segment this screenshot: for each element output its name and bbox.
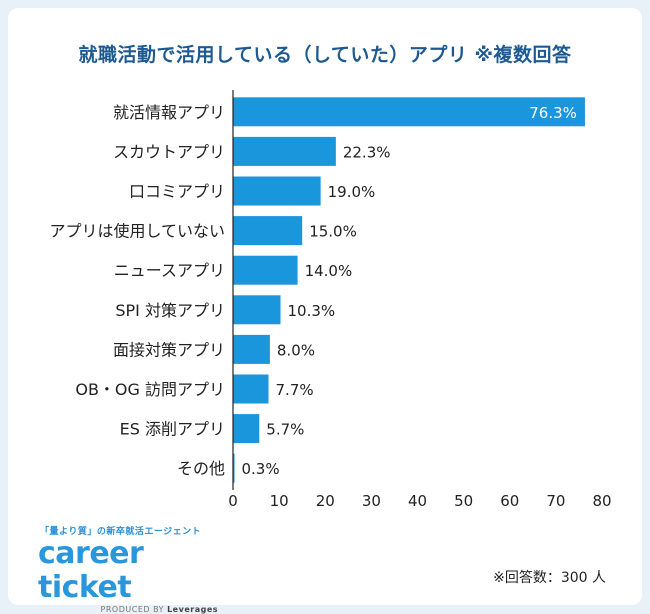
value-label: 10.3% [288, 302, 336, 320]
bar [233, 255, 298, 285]
value-label: 76.3% [529, 104, 577, 122]
bar [233, 453, 235, 483]
logo-produced-by: PRODUCED BY Leverages [38, 605, 218, 614]
category-label: 就活情報アプリ [113, 103, 225, 122]
career-ticket-logo: 「量より質」の新卒就活エージェント career ticket PRODUCED… [38, 524, 228, 614]
bar [233, 216, 303, 246]
chart-title: 就職活動で活用している（していた）アプリ ※複数回答 [78, 44, 572, 66]
x-tick-label: 0 [228, 492, 238, 510]
category-label: 口コミアプリ [129, 182, 225, 201]
logo-name: career ticket [38, 536, 144, 605]
x-tick-label: 80 [592, 492, 611, 510]
value-label: 22.3% [343, 143, 391, 161]
category-label: その他 [177, 459, 225, 478]
category-label: スカウトアプリ [113, 142, 225, 161]
bar [233, 374, 269, 404]
logo-produced-by-text: PRODUCED BY [100, 605, 165, 614]
x-tick-label: 40 [408, 492, 427, 510]
value-label: 19.0% [328, 183, 376, 201]
value-label: 14.0% [305, 262, 353, 280]
x-tick-label: 70 [546, 492, 565, 510]
bar [233, 295, 281, 325]
value-label: 7.7% [276, 381, 314, 399]
category-label: ES 添削アプリ [120, 420, 225, 439]
category-label: 面接対策アプリ [113, 340, 225, 359]
x-tick-label: 10 [270, 492, 289, 510]
x-tick-label: 20 [316, 492, 335, 510]
value-label: 5.7% [266, 421, 304, 439]
logo-tagline: 「量より質」の新卒就活エージェント [40, 527, 202, 537]
value-label: 15.0% [309, 223, 357, 241]
bar [233, 414, 260, 444]
category-label: アプリは使用していない [49, 222, 225, 241]
category-label: SPI 対策アプリ [115, 301, 225, 320]
x-tick-label: 60 [500, 492, 519, 510]
bar [233, 334, 270, 364]
logo-brand: Leverages [167, 605, 218, 614]
category-label: ニュースアプリ [114, 261, 225, 280]
x-tick-label: 30 [362, 492, 381, 510]
respondent-count-note: ※回答数：300 人 [493, 570, 606, 586]
value-label: 8.0% [277, 341, 315, 359]
category-label: OB・OG 訪問アプリ [75, 380, 225, 399]
value-label: 0.3% [242, 460, 280, 478]
x-tick-label: 50 [454, 492, 473, 510]
bar [233, 176, 321, 206]
bar [233, 97, 585, 127]
bar [233, 136, 336, 166]
